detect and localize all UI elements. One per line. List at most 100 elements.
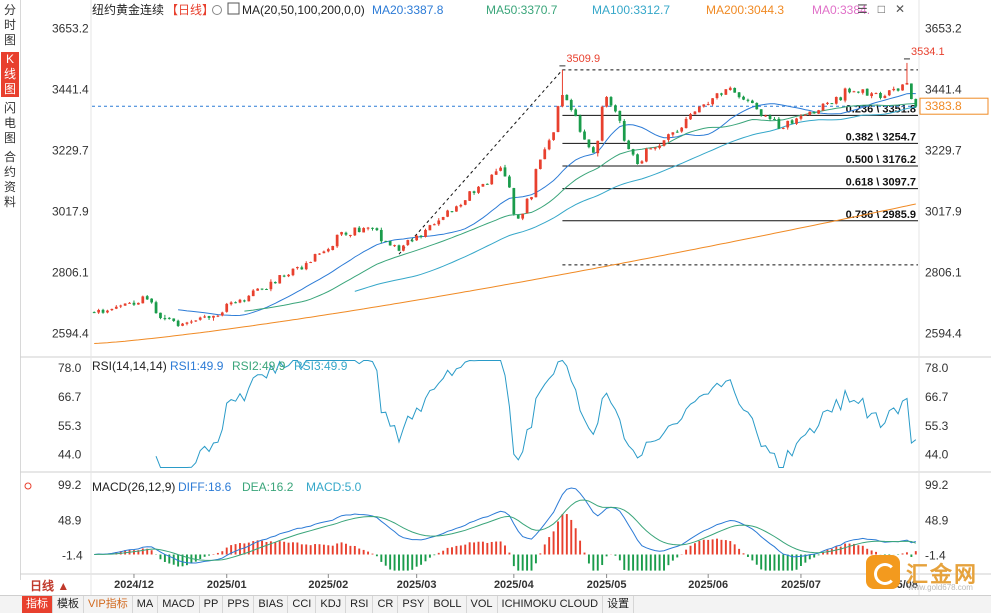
candle-body [799, 115, 803, 119]
rsi-tick-label: 66.7 [925, 390, 949, 404]
period-tag: 【日线】 [166, 3, 214, 17]
candle-body [159, 312, 162, 319]
indicator-tab[interactable]: 设置 [603, 596, 635, 613]
indicator-tab[interactable]: RSI [346, 596, 374, 613]
indicator-icon[interactable] [227, 2, 240, 15]
candle-body [273, 282, 277, 284]
x-tick-label: 2025/06 [688, 579, 728, 591]
candle-body [296, 267, 299, 269]
candle-body [693, 111, 697, 115]
candle-body [777, 118, 781, 129]
sidebar-tab[interactable]: 闪电图 [3, 101, 16, 145]
sidebar-tab[interactable]: 分时图 [3, 3, 16, 47]
candle-body [644, 148, 648, 162]
candle-body [181, 323, 184, 326]
indicator-tab[interactable]: VIP指标 [84, 596, 133, 613]
restore-icon[interactable]: □ [877, 2, 886, 16]
y-tick-label: 3229.7 [52, 144, 89, 158]
window-controls: ☰ □ ✕ [857, 2, 915, 16]
candle-body [432, 224, 436, 226]
rsi-tick-label: 55.3 [58, 419, 82, 433]
candle-body [720, 93, 723, 95]
sidebar-tab[interactable]: 合约资料 [3, 150, 16, 209]
candle-body [587, 139, 591, 148]
candle-body [406, 240, 410, 245]
indicator-tab[interactable]: CCI [288, 596, 317, 613]
rsi-tick-label: 78.0 [58, 361, 82, 375]
candle-body [790, 120, 794, 124]
current-price-badge [919, 97, 989, 115]
candle-body [119, 305, 123, 307]
macd-tick-label: -1.4 [62, 548, 83, 562]
y-tick-label: 3229.7 [925, 144, 962, 158]
indicator-tab[interactable]: BIAS [254, 596, 289, 613]
rsi-tick-label: 66.7 [58, 390, 82, 404]
macd-tick-label: 99.2 [925, 478, 949, 492]
candle-body [282, 275, 286, 277]
candle-body [424, 229, 427, 237]
indicator-tab[interactable]: 模板 [53, 596, 84, 613]
indicator-tab[interactable]: PPS [223, 596, 255, 613]
candle-body [786, 120, 790, 128]
candle-body [304, 263, 308, 270]
candle-body [379, 229, 383, 242]
indicator-tab[interactable]: VOL [467, 596, 498, 613]
candle-body [128, 302, 131, 304]
candle-body [494, 171, 498, 175]
candle-body [901, 84, 904, 91]
macd-tick-label: 48.9 [925, 513, 949, 527]
candle-body [477, 186, 480, 193]
candle-body [711, 98, 714, 105]
close-icon[interactable]: ✕ [895, 2, 906, 16]
current-price-label: 3383.8 [925, 99, 962, 113]
indicator-tab[interactable]: ICHIMOKU CLOUD [498, 596, 604, 613]
candle-body [649, 148, 653, 150]
indicator-tab[interactable]: 指标 [22, 596, 53, 613]
candle-body [114, 306, 118, 309]
candle-body [490, 174, 494, 185]
indicator-tab[interactable]: BOLL [429, 596, 467, 613]
macd-tick-label: 99.2 [58, 478, 82, 492]
candle-body [441, 217, 445, 220]
ma-legend-value: MA0:3384. [812, 3, 870, 17]
candle-body [808, 111, 812, 115]
x-tick-label: 2024/12 [114, 579, 154, 591]
indicator-tab[interactable]: PSY [398, 596, 430, 613]
indicator-tab[interactable]: MA [133, 596, 159, 613]
candle-body [697, 106, 701, 113]
candle-body [879, 93, 882, 98]
candle-body [737, 92, 741, 98]
macd-dea-line [94, 499, 916, 561]
macd-settings-icon[interactable] [24, 482, 32, 490]
menu-icon[interactable]: ☰ [857, 2, 868, 16]
candle-body [803, 114, 807, 116]
indicator-tab[interactable]: CR [373, 596, 399, 613]
indicator-tab[interactable]: PP [200, 596, 224, 613]
candle-body [675, 131, 679, 133]
candle-body [216, 315, 220, 317]
candle-body [419, 235, 423, 237]
ma-legend-value: MA200:3044.3 [706, 3, 784, 17]
candle-body [234, 302, 237, 304]
candle-body [154, 302, 158, 314]
period-selector-button[interactable]: 日线 ▲ [30, 579, 69, 594]
candle-body [821, 103, 825, 111]
candle-body [914, 98, 918, 107]
y-tick-label: 3017.9 [52, 205, 89, 219]
indicator-tab[interactable]: MACD [158, 596, 200, 613]
candle-body [583, 131, 586, 140]
candle-body [746, 99, 750, 101]
indicator-tab[interactable]: KDJ [316, 596, 347, 613]
chart-canvas[interactable]: 3653.2 3653.2 3441.4 3441.4 3229.7 3229.7 3017… [0, 0, 991, 595]
candle-body [812, 112, 816, 114]
circle-plus-icon[interactable] [212, 5, 222, 15]
candle-body [388, 240, 392, 246]
candle-body [481, 184, 485, 187]
candle-body [300, 267, 304, 270]
candle-body [892, 88, 896, 91]
candle-body [640, 161, 644, 164]
candle-body [194, 320, 198, 322]
candle-body [689, 114, 692, 120]
candle-body [614, 105, 617, 112]
